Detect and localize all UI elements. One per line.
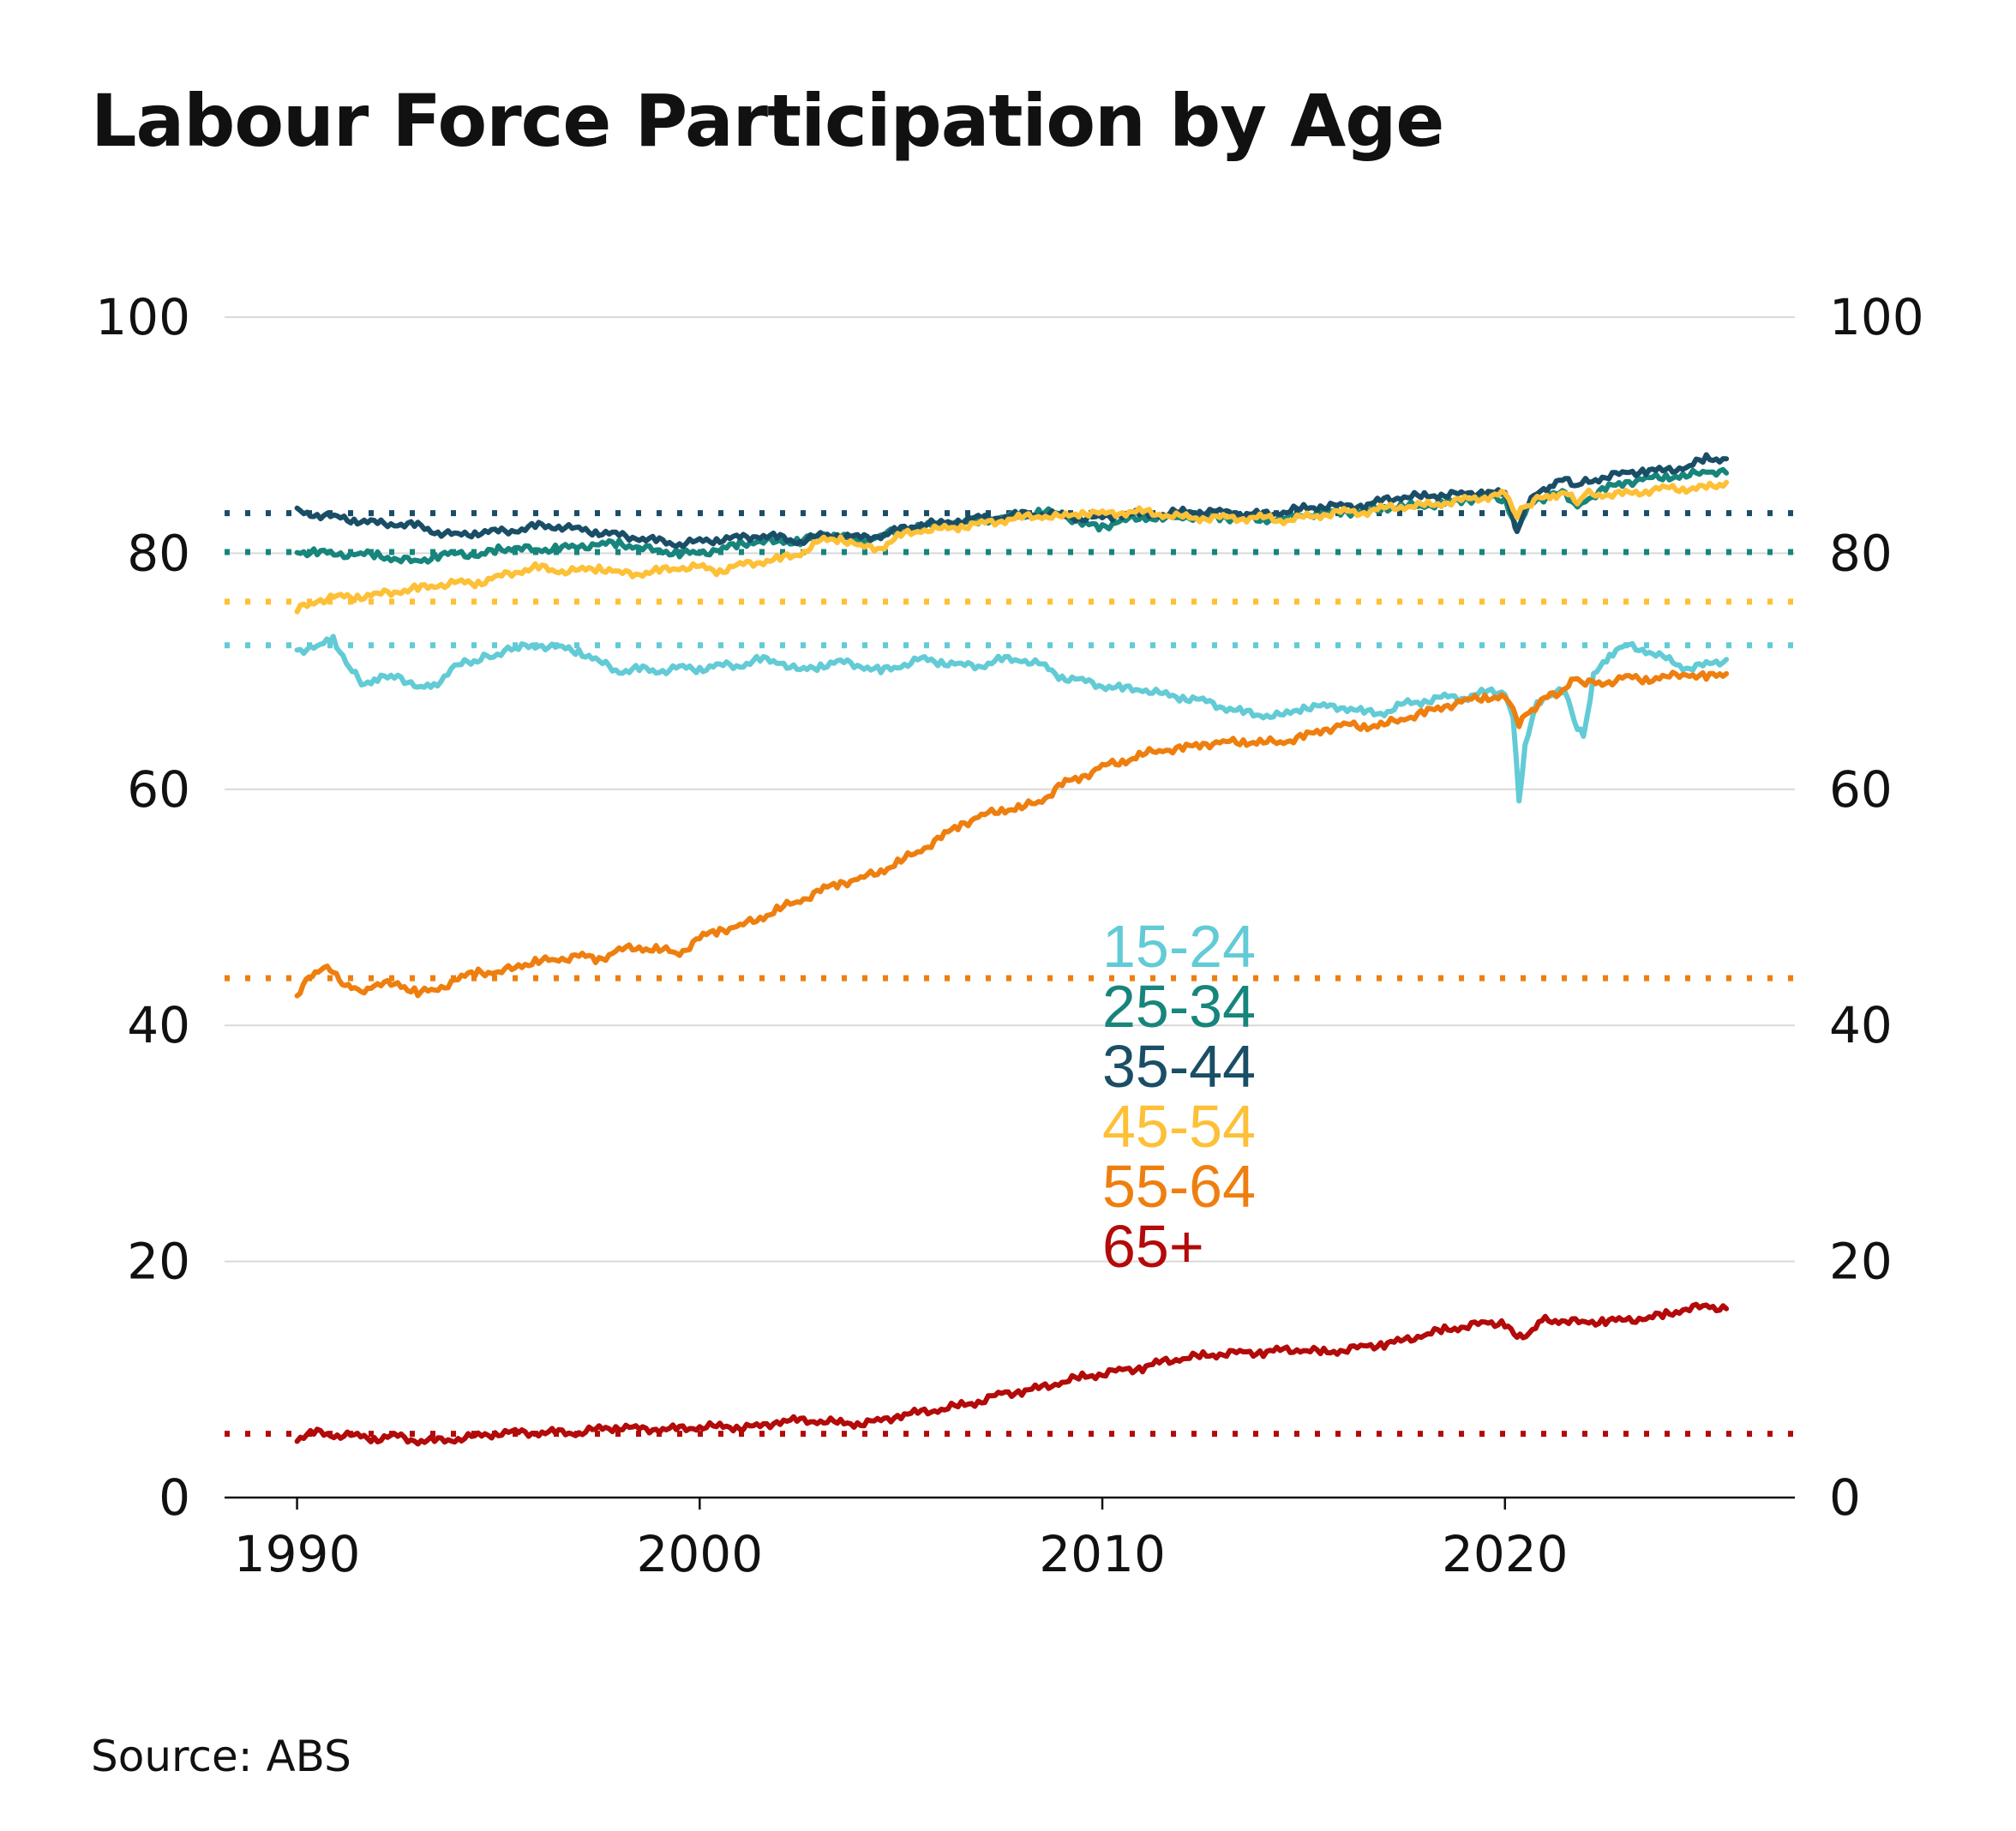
y-tick-label-right: 80: [1829, 524, 1893, 582]
x-tick-label: 2010: [1039, 1525, 1166, 1583]
gridlines: [225, 316, 1795, 1263]
y-tick-label-left: 100: [95, 288, 190, 346]
series-line-55-64: [294, 669, 1730, 999]
y-tick-label-right: 100: [1829, 288, 1924, 346]
series-line-45-54: [294, 479, 1730, 615]
series-line-65+: [294, 1301, 1730, 1447]
legend-label-65+: 65+: [1102, 1213, 1204, 1280]
y-tick-label-right: 40: [1829, 996, 1893, 1054]
y-tick-label-left: 40: [127, 996, 190, 1054]
y-tick-label-left: 0: [159, 1468, 190, 1527]
y-tick-label-left: 80: [127, 524, 190, 582]
y-tick-label-left: 20: [127, 1233, 190, 1291]
series-line-35-44: [294, 452, 1730, 549]
legend-label-25-34: 25-34: [1102, 973, 1256, 1040]
legend-label-35-44: 35-44: [1102, 1033, 1256, 1100]
legend-label-15-24: 15-24: [1102, 913, 1256, 980]
y-tick-label-left: 60: [127, 760, 190, 819]
x-tick-label: 2020: [1442, 1525, 1569, 1583]
y-tick-label-right: 20: [1829, 1233, 1893, 1291]
x-tick-label: 2000: [636, 1525, 763, 1583]
chart-title: Labour Force Participation by Age: [91, 79, 1444, 163]
legend-label-55-64: 55-64: [1102, 1153, 1256, 1220]
series-lines: [294, 452, 1730, 1447]
series-line-15-24: [294, 633, 1730, 804]
y-tick-label-right: 0: [1829, 1468, 1861, 1527]
x-tick-label: 1990: [234, 1525, 361, 1583]
source-note: Source: ABS: [91, 1732, 351, 1781]
legend-label-45-54: 45-54: [1102, 1093, 1256, 1160]
y-tick-label-right: 60: [1829, 760, 1893, 819]
